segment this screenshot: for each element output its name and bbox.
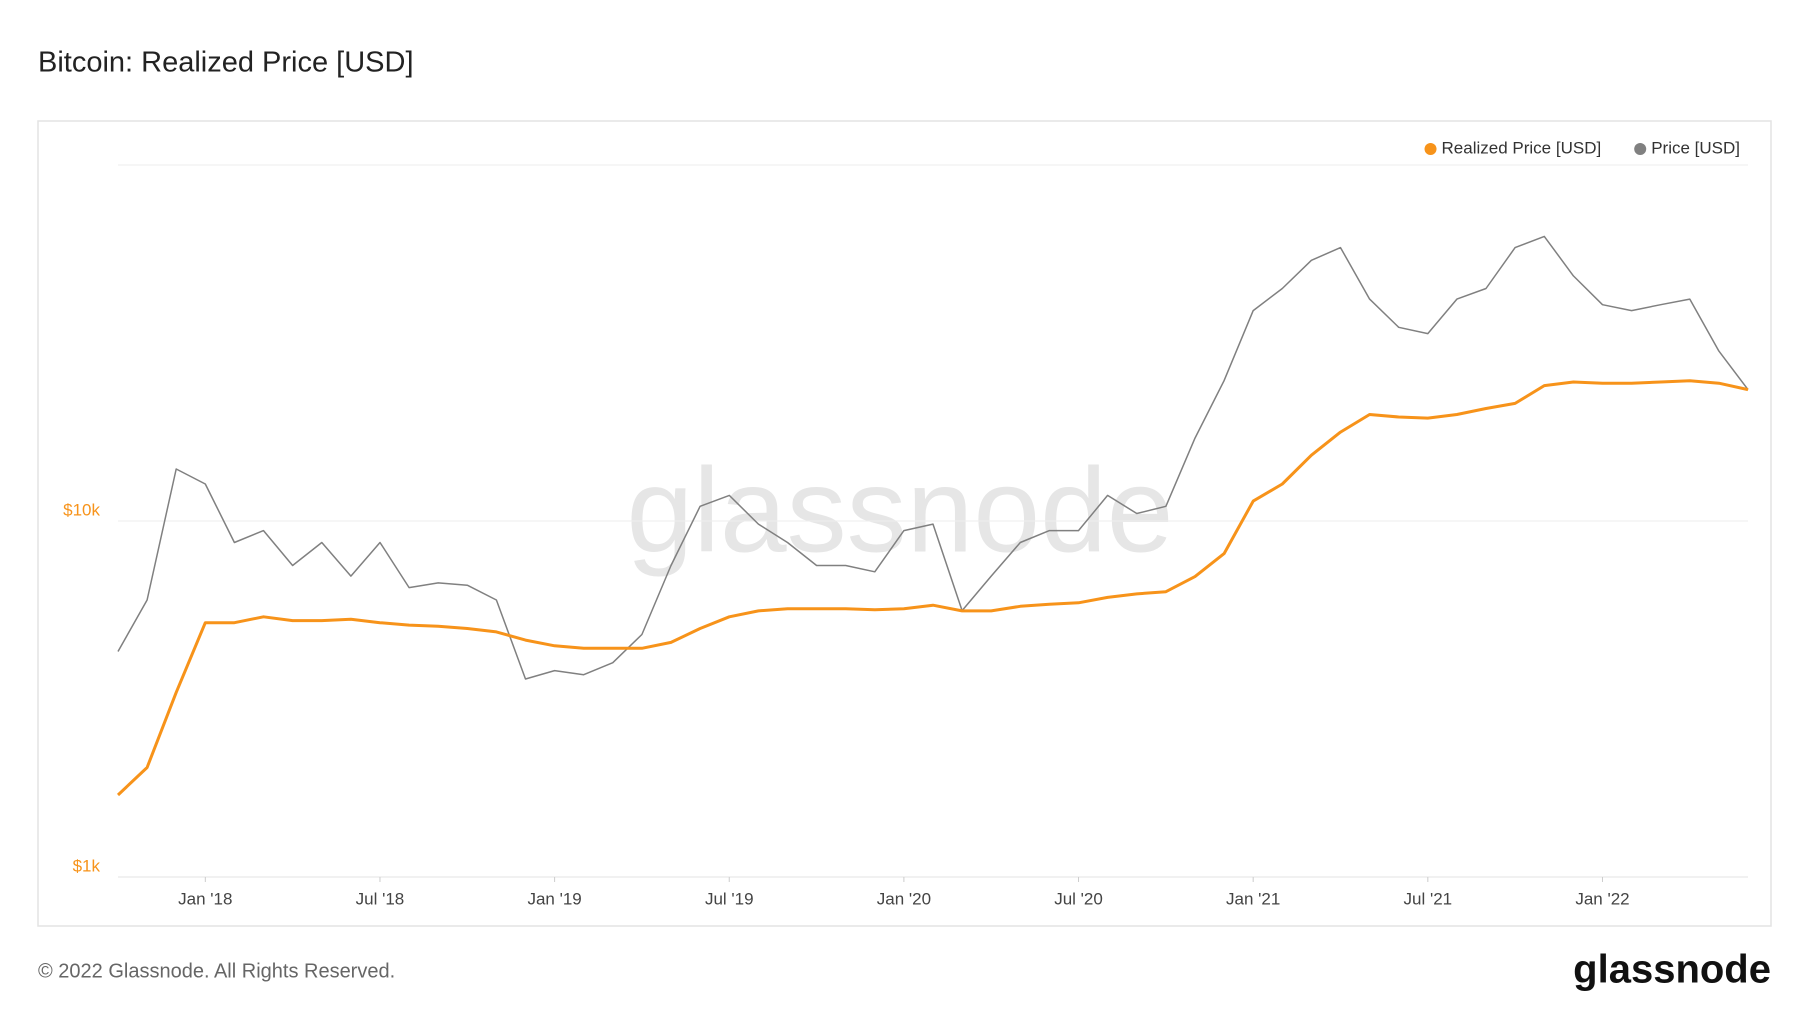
chart-frame	[37, 120, 1772, 927]
x-tick-label: Jan '18	[178, 889, 232, 908]
x-tick-label: Jul '21	[1404, 889, 1453, 908]
x-tick-label: Jul '18	[356, 889, 405, 908]
legend-marker	[1424, 143, 1437, 155]
series-line	[117, 235, 1749, 680]
brand-logo: glassnode	[1573, 948, 1771, 992]
legend-label: Realized Price [USD]	[1442, 138, 1602, 157]
chart-title: Bitcoin: Realized Price [USD]	[38, 47, 414, 79]
x-tick-label: Jul '19	[705, 889, 754, 908]
x-tick-label: Jul '20	[1054, 889, 1103, 908]
y-tick-label: $10k	[63, 500, 100, 519]
watermark: glassnode	[626, 444, 1173, 578]
footer: © 2022 Glassnode. All Rights Reserved.	[38, 960, 395, 982]
x-tick-label: Jan '19	[527, 889, 581, 908]
legend-label: Price [USD]	[1651, 138, 1740, 157]
y-tick-label: $1k	[73, 856, 101, 875]
x-tick-label: Jan '21	[1226, 889, 1280, 908]
x-tick-label: Jan '20	[877, 889, 931, 908]
legend-marker	[1634, 143, 1647, 155]
x-tick-label: Jan '22	[1575, 889, 1629, 908]
series-line	[116, 379, 1749, 797]
